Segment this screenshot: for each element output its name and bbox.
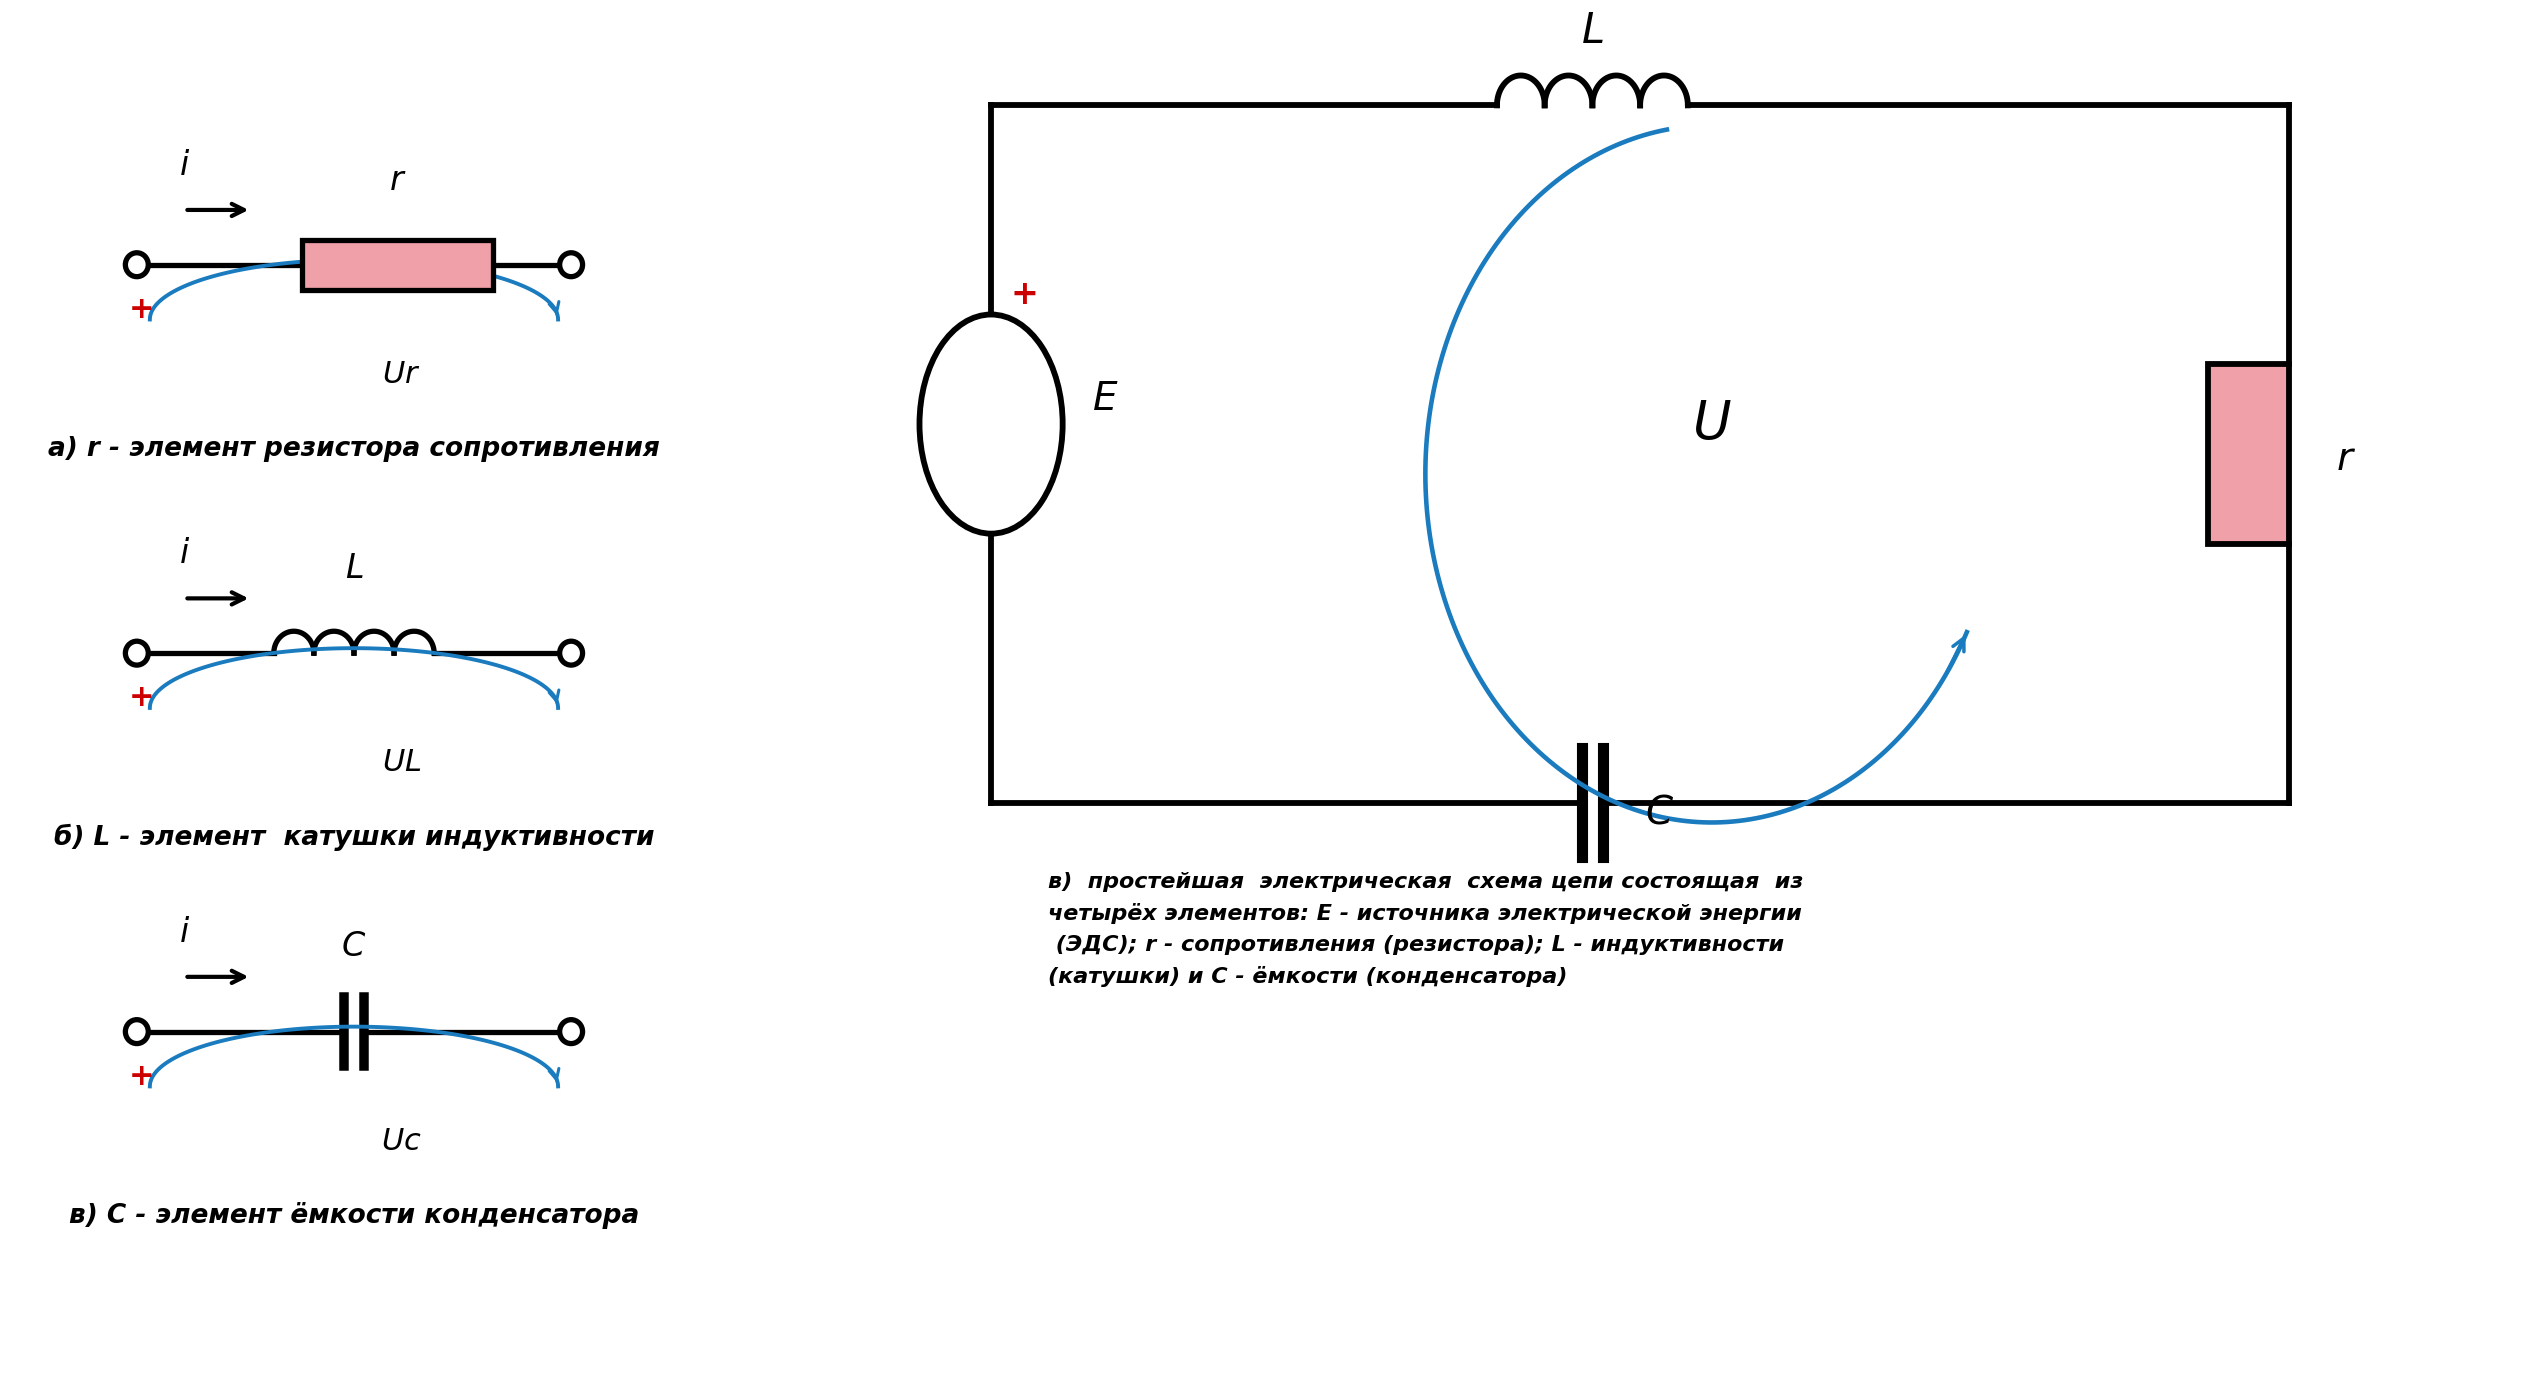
Text: $r$: $r$ [2336,440,2356,479]
Text: $E$: $E$ [1093,380,1118,418]
Text: б) L - элемент  катушки индуктивности: б) L - элемент катушки индуктивности [53,824,653,851]
Text: $r$: $r$ [389,163,407,196]
Text: $U$: $U$ [1693,398,1731,449]
Text: $Ur$: $Ur$ [381,360,422,389]
Circle shape [559,642,582,665]
Text: в) C - элемент ёмкости конденсатора: в) C - элемент ёмкости конденсатора [69,1202,638,1229]
Circle shape [559,1019,582,1044]
Text: $C$: $C$ [1645,794,1673,831]
Circle shape [559,253,582,277]
Text: $C$: $C$ [341,931,366,964]
Text: +: + [130,683,155,712]
Bar [302,239,493,289]
Text: $UL$: $UL$ [381,748,422,777]
Circle shape [125,642,147,665]
Text: $i$: $i$ [178,537,191,570]
Circle shape [125,1019,147,1044]
Text: +: + [130,295,155,324]
Text: в)  простейшая  электрическая  схема цепи состоящая  из
четырёх элементов: E - и: в) простейшая электрическая схема цепи с… [1047,873,1805,987]
Text: $i$: $i$ [178,916,191,949]
Text: +: + [1012,278,1040,311]
Text: $L$: $L$ [1581,10,1604,51]
Text: $i$: $i$ [178,148,191,181]
Bar [2209,364,2290,544]
Ellipse shape [920,314,1063,534]
Text: $Uc$: $Uc$ [381,1127,422,1156]
Text: а) r - элемент резистора сопротивления: а) r - элемент резистора сопротивления [48,436,661,462]
Text: +: + [130,1062,155,1091]
Text: $L$: $L$ [346,552,364,585]
Circle shape [125,253,147,277]
